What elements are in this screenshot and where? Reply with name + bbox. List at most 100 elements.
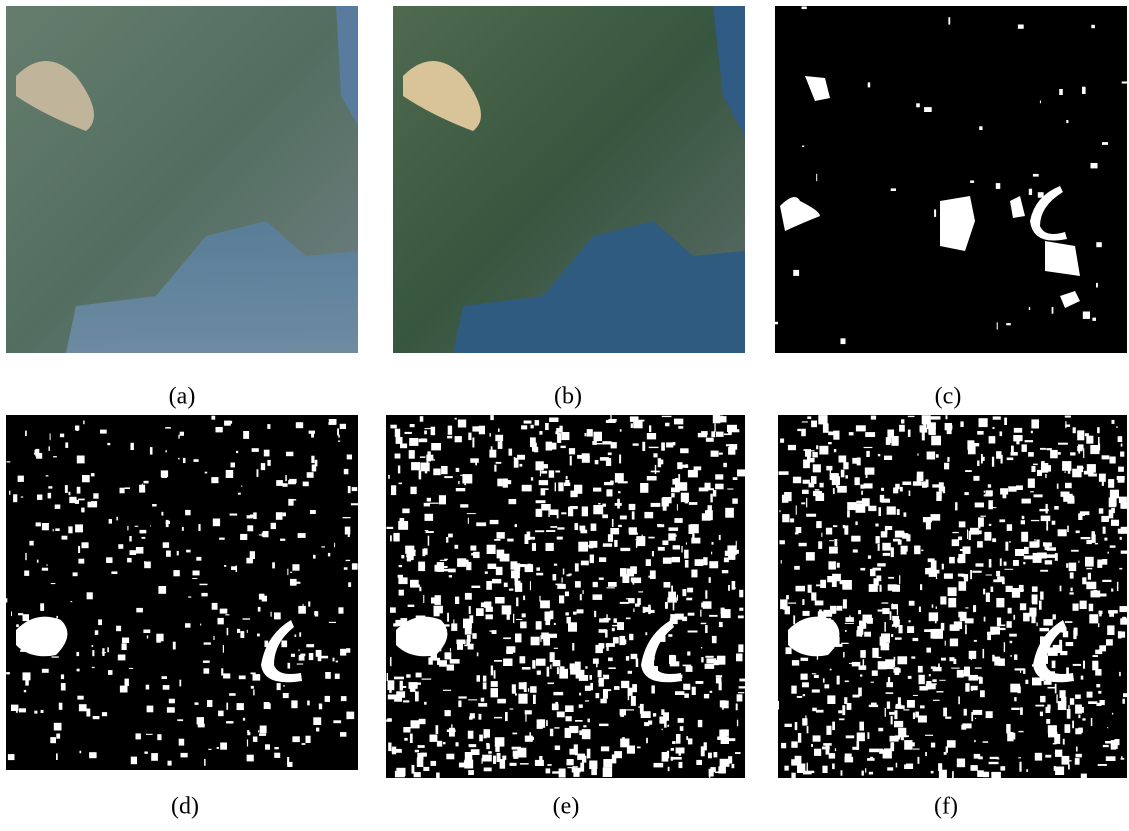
change-region xyxy=(1110,545,1116,547)
change-region xyxy=(496,567,503,575)
change-region xyxy=(796,586,806,592)
change-region xyxy=(864,483,873,488)
change-region xyxy=(555,431,558,434)
change-region xyxy=(579,730,587,735)
change-region xyxy=(815,493,824,501)
change-region xyxy=(964,575,968,579)
change-region xyxy=(1069,563,1077,572)
change-region xyxy=(226,703,228,710)
change-region xyxy=(192,578,197,579)
change-region xyxy=(977,431,983,435)
change-region xyxy=(539,431,542,435)
change-region xyxy=(1104,538,1107,541)
change-region xyxy=(476,608,484,616)
change-region xyxy=(161,512,163,516)
change-region xyxy=(485,571,488,574)
change-region xyxy=(223,645,224,653)
change-region xyxy=(1054,506,1059,510)
change-region xyxy=(1020,670,1021,673)
change-region xyxy=(913,481,922,486)
change-region xyxy=(891,188,896,191)
change-region xyxy=(1121,531,1122,532)
change-region xyxy=(858,610,861,614)
change-region xyxy=(1007,623,1009,626)
change-region xyxy=(535,420,540,425)
change-region xyxy=(1041,516,1051,522)
change-region xyxy=(802,7,807,10)
change-region xyxy=(1023,562,1025,564)
change-region xyxy=(908,416,915,417)
change-region xyxy=(647,433,656,439)
change-region xyxy=(122,638,129,644)
change-region xyxy=(566,716,572,721)
change-region xyxy=(495,597,505,604)
change-region xyxy=(336,661,338,663)
change-region xyxy=(458,696,466,698)
change-region xyxy=(180,432,184,436)
change-region xyxy=(719,535,721,540)
change-region xyxy=(118,655,126,661)
change-region xyxy=(820,483,824,488)
change-region xyxy=(921,550,923,552)
change-region xyxy=(550,729,553,737)
change-region xyxy=(536,621,542,629)
change-region xyxy=(220,743,227,750)
change-region xyxy=(505,712,508,721)
change-region xyxy=(466,562,471,570)
change-region xyxy=(964,492,968,495)
change-region xyxy=(886,437,891,445)
change-region xyxy=(719,681,722,690)
change-region xyxy=(791,686,796,694)
change-region xyxy=(909,620,911,622)
change-region xyxy=(817,656,818,660)
change-region xyxy=(782,514,789,522)
change-region xyxy=(881,488,884,491)
change-region xyxy=(1055,767,1064,776)
change-region xyxy=(907,700,915,708)
change-region xyxy=(447,436,452,439)
change-region xyxy=(872,670,878,676)
change-region xyxy=(599,629,607,633)
change-region xyxy=(1008,609,1010,613)
change-region xyxy=(613,637,619,643)
change-region xyxy=(781,743,786,748)
change-region xyxy=(410,487,416,494)
change-region xyxy=(936,691,943,692)
change-region xyxy=(914,546,920,555)
change-region xyxy=(1011,708,1019,710)
change-region xyxy=(834,539,837,546)
change-region xyxy=(705,664,715,669)
change-region xyxy=(439,644,442,651)
change-region xyxy=(516,619,522,620)
change-region xyxy=(612,519,614,527)
change-region xyxy=(56,734,60,739)
change-region xyxy=(221,668,223,675)
change-region xyxy=(790,518,794,522)
change-region xyxy=(722,570,728,573)
change-region xyxy=(793,615,795,624)
change-region xyxy=(919,607,921,613)
change-region xyxy=(719,453,723,455)
change-region xyxy=(293,582,300,584)
change-region xyxy=(495,737,505,746)
change-region xyxy=(1039,601,1042,610)
change-region xyxy=(728,756,732,763)
change-region xyxy=(865,768,866,772)
change-region xyxy=(465,593,472,600)
change-region xyxy=(673,545,680,549)
change-region xyxy=(408,605,415,607)
change-region xyxy=(237,703,244,710)
change-region xyxy=(257,469,259,477)
change-region xyxy=(918,757,920,764)
change-region xyxy=(852,662,861,667)
change-region xyxy=(705,625,708,633)
change-region xyxy=(590,555,594,564)
change-region xyxy=(491,688,499,697)
change-region xyxy=(809,484,815,488)
change-region xyxy=(7,461,11,462)
change-region xyxy=(629,634,633,640)
change-region xyxy=(899,575,900,584)
change-region xyxy=(536,573,543,576)
change-region xyxy=(692,534,694,540)
change-region xyxy=(412,624,413,625)
